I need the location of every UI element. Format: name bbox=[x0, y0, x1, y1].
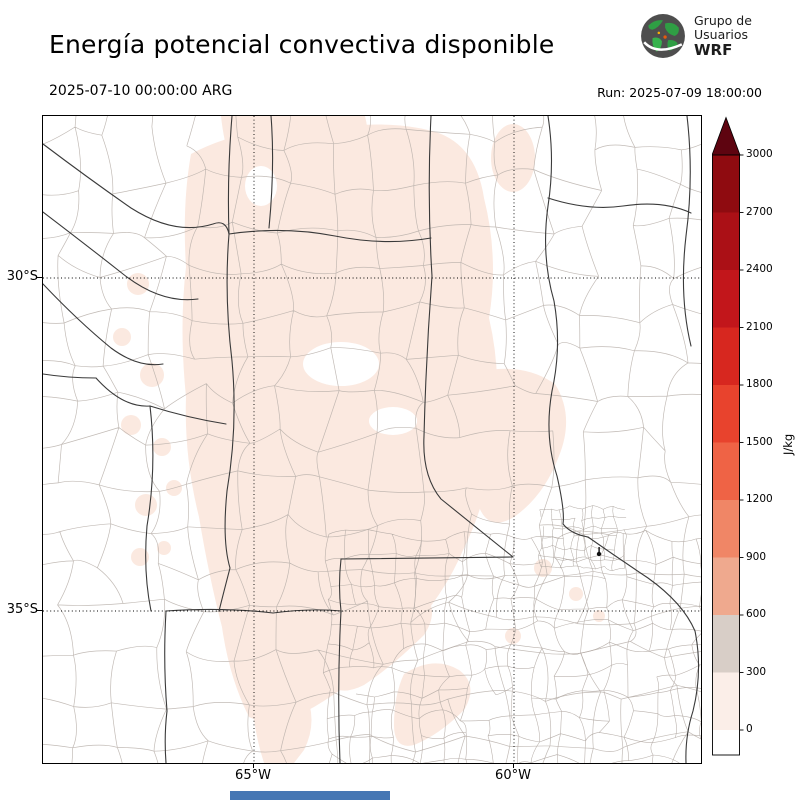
colorbar-tick-label: 900 bbox=[746, 550, 767, 563]
valid-time-label: 2025-07-10 00:00:00 ARG bbox=[49, 83, 233, 99]
logo-line1: Grupo de bbox=[694, 12, 752, 28]
province-borders-layer bbox=[43, 116, 700, 763]
cape-shading-layer bbox=[113, 116, 605, 763]
colorbar-tick-label: 300 bbox=[746, 665, 767, 678]
colorbar-tick-label: 0 bbox=[746, 723, 753, 735]
lon-tick-label: 60°W bbox=[495, 768, 531, 783]
colorbar-unit-label: J/kg bbox=[781, 433, 795, 455]
colorbar-tick-label: 1800 bbox=[746, 378, 773, 390]
footer-banner bbox=[230, 791, 390, 800]
run-time-label: Run: 2025-07-09 18:00:00 bbox=[597, 85, 762, 100]
lon-tick-label: 65°W bbox=[235, 768, 271, 783]
logo-line3: WRF bbox=[694, 40, 733, 59]
globe-icon bbox=[641, 14, 685, 58]
lat-tick-mark bbox=[37, 610, 42, 611]
department-boundaries-layer bbox=[43, 116, 701, 763]
lat-tick-mark bbox=[37, 277, 42, 278]
map-canvas bbox=[42, 115, 702, 764]
colorbar-tick-label: 2100 bbox=[746, 320, 773, 333]
lat-tick-label: 35°S bbox=[6, 602, 38, 617]
page-title: Energía potencial convectiva disponible bbox=[49, 30, 555, 59]
buenos-aires-city-marker bbox=[596, 547, 602, 557]
wrf-logo: Grupo de Usuarios WRF bbox=[640, 13, 752, 59]
lon-tick-mark bbox=[253, 763, 254, 768]
colorbar-tick-label: 1200 bbox=[746, 493, 773, 505]
colorbar-tick-label: 1500 bbox=[746, 435, 773, 448]
colorbar: 0 300 600 900 1200 1500 1800 2100 2400 2700 3000 bbox=[711, 116, 794, 766]
colorbar-tick-label: 2700 bbox=[746, 205, 773, 218]
lon-tick-mark bbox=[513, 763, 514, 768]
colorbar-tick-label: 3000 bbox=[746, 148, 773, 160]
logo-line2: Usuarios bbox=[694, 26, 749, 42]
lat-tick-label: 30°S bbox=[6, 269, 38, 284]
colorbar-tick-label: 600 bbox=[746, 608, 767, 620]
colorbar-tick-label: 2400 bbox=[746, 263, 773, 275]
